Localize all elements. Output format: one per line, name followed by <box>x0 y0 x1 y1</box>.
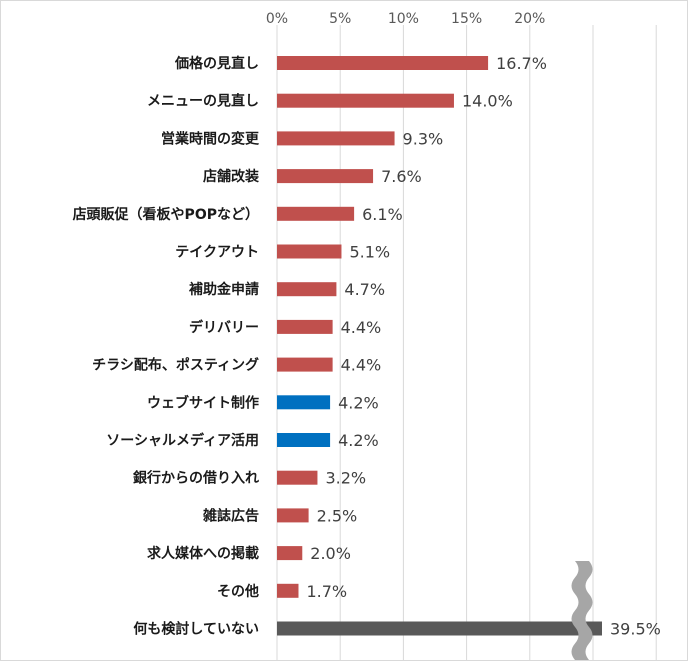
x-tick-label: 10% <box>388 11 419 27</box>
data-label: 4.7% <box>344 280 385 299</box>
bar <box>277 282 337 297</box>
category-label: テイクアウト <box>175 245 259 261</box>
category-label: 雑誌広告 <box>202 507 259 524</box>
bar <box>277 244 342 259</box>
category-label: 価格の見直し <box>174 55 259 72</box>
x-tick-label: 20% <box>514 11 545 27</box>
bar <box>277 583 299 598</box>
data-label: 2.5% <box>317 506 358 525</box>
category-label: 何も検討していない <box>133 621 259 638</box>
category-label: 店頭販促（看板やPOPなど） <box>73 206 259 223</box>
x-tick-label: 0% <box>266 11 288 27</box>
category-label: ソーシャルメディア活用 <box>106 432 259 449</box>
data-label: 1.7% <box>306 582 347 601</box>
category-label: メニューの見直し <box>147 93 259 110</box>
bar <box>277 206 355 221</box>
x-tick-label: 5% <box>329 11 351 27</box>
category-label: デリバリー <box>189 319 259 336</box>
data-label: 39.5% <box>610 620 661 639</box>
category-label: 店舗改装 <box>203 168 260 185</box>
bar <box>277 169 374 184</box>
category-label: 銀行からの借り入れ <box>133 470 259 487</box>
data-label: 4.2% <box>338 393 379 412</box>
data-label: 7.6% <box>381 167 422 186</box>
data-label: 2.0% <box>310 544 351 563</box>
bar <box>277 131 395 146</box>
category-label: ウェブサイト制作 <box>147 394 259 411</box>
data-label: 16.7% <box>496 54 547 73</box>
bar <box>277 319 333 334</box>
data-label: 4.4% <box>341 318 382 337</box>
data-label: 5.1% <box>349 243 390 262</box>
bar <box>277 357 333 372</box>
bar <box>277 93 454 108</box>
bar <box>277 56 489 70</box>
data-label: 14.0% <box>462 92 513 111</box>
data-label: 6.1% <box>362 205 403 224</box>
category-label: その他 <box>217 583 259 600</box>
category-label: 補助金申請 <box>188 281 259 298</box>
category-label: 営業時間の変更 <box>161 130 260 147</box>
bar <box>277 433 331 447</box>
axis-break-mark <box>571 561 593 660</box>
data-label: 3.2% <box>325 469 366 488</box>
bar <box>277 508 309 523</box>
bar <box>277 470 318 485</box>
data-label: 9.3% <box>403 129 444 148</box>
x-tick-label: 15% <box>451 11 482 27</box>
category-label: 求人媒体への掲載 <box>147 545 259 562</box>
bar <box>277 546 303 561</box>
bar <box>277 395 331 410</box>
data-label: 4.4% <box>341 356 382 375</box>
data-label: 4.2% <box>338 431 379 450</box>
bar <box>277 621 602 636</box>
category-label: チラシ配布、ポスティング <box>92 357 259 374</box>
